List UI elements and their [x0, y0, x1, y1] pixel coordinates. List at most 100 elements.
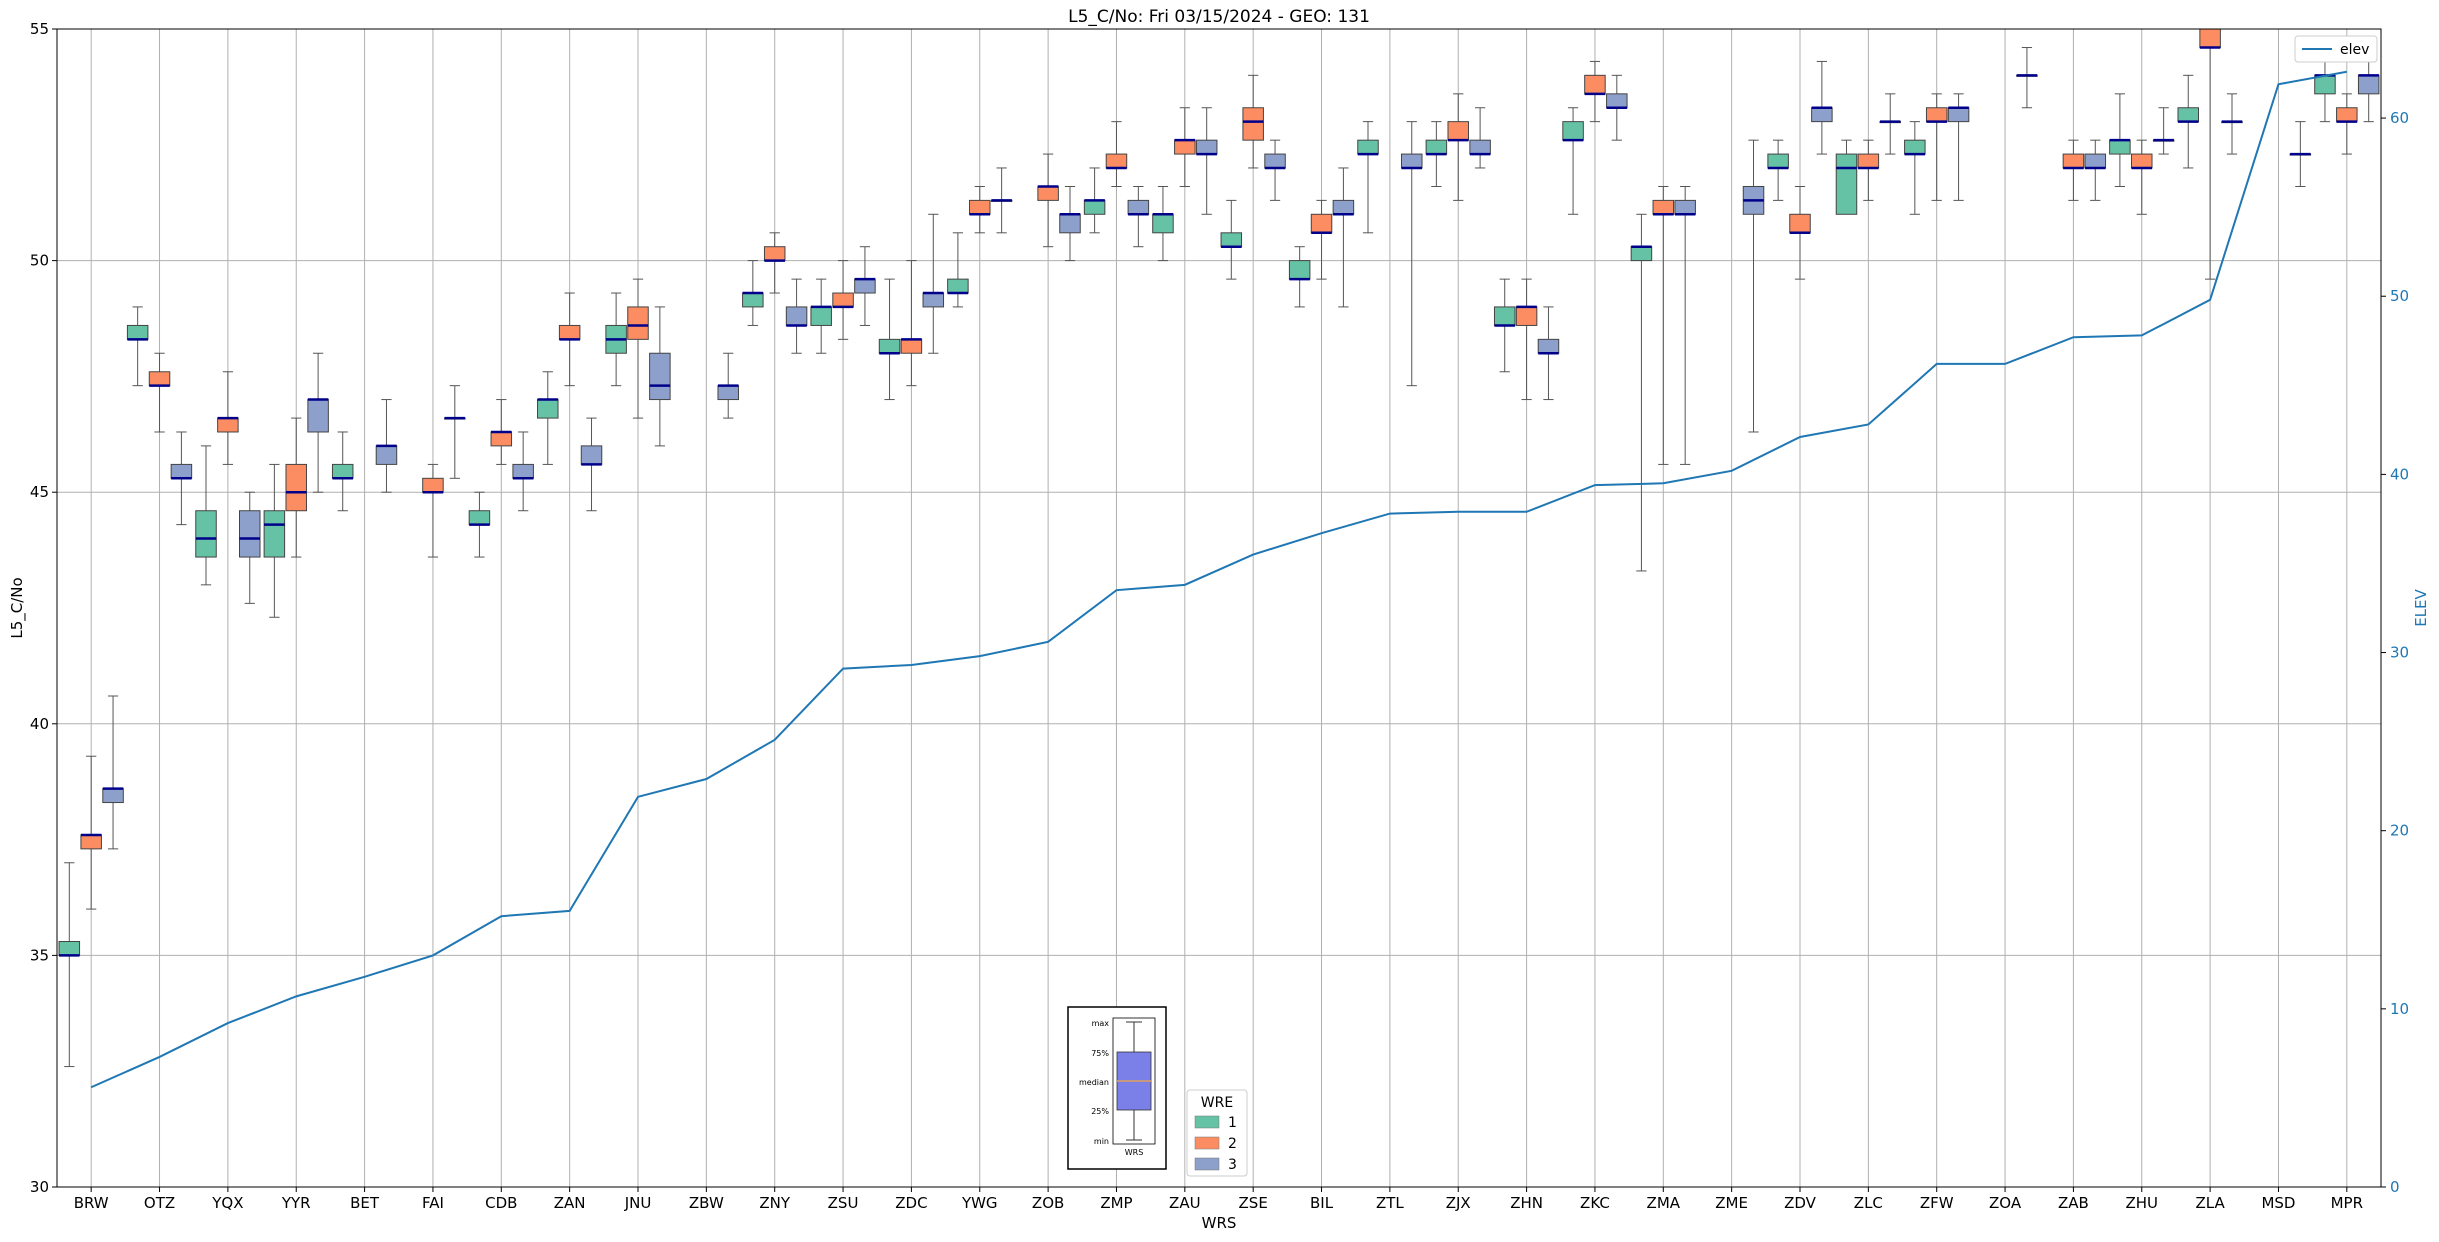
box-iqr	[1105, 153, 1128, 169]
y-right-tick-label: 20	[2390, 822, 2409, 840]
box-iqr	[1220, 232, 1243, 248]
box-wre-3-ZLA	[2221, 93, 2243, 155]
box-wre-3-ZDC	[922, 213, 945, 354]
box-wre-3-BIL	[1332, 167, 1355, 308]
x-tick-label: ZLA	[2195, 1194, 2225, 1212]
x-tick-label: MPR	[2331, 1194, 2363, 1212]
box-iqr	[1037, 185, 1059, 201]
grid-lines	[57, 28, 2381, 1188]
box-wre-3-ZKC	[1606, 74, 1628, 141]
box-iqr	[1630, 246, 1653, 262]
wre-legend-swatch	[1194, 1115, 1220, 1129]
box-wre-3-ZMP	[1127, 185, 1150, 248]
elev-legend: elev	[2294, 35, 2378, 63]
wre-legend-swatch	[1194, 1136, 1220, 1150]
box-iqr	[2177, 107, 2199, 123]
y-tick-label: 55	[30, 20, 49, 38]
box-iqr	[1127, 199, 1150, 215]
box-wre-2-ZHN	[1515, 278, 1538, 401]
box-wre-2-MPR	[2336, 93, 2358, 155]
inset-label: 25%	[1091, 1107, 1109, 1116]
box-iqr	[2336, 107, 2358, 123]
y-tick-label: 35	[30, 946, 49, 964]
box-wre-2-ZOB	[1037, 153, 1059, 248]
x-tick-label: JNU	[624, 1194, 652, 1212]
box-iqr	[763, 246, 786, 262]
chart-title: L5_C/No: Fri 03/15/2024 - GEO: 131	[1068, 7, 1370, 27]
box-wre-1-YWG	[947, 232, 969, 308]
box-wre-1-ZSU	[810, 278, 832, 354]
box-wre-1-ZHN	[1493, 278, 1516, 373]
y-right-tick-label: 50	[2390, 287, 2409, 305]
box-iqr	[1264, 153, 1286, 169]
box-iqr	[878, 338, 901, 354]
box-iqr	[1947, 107, 1970, 123]
x-tick-label: ZBW	[689, 1194, 724, 1212]
box-wre-3-ZNY	[785, 278, 808, 354]
wre-legend: WRE 1 2 3	[1186, 1089, 1248, 1177]
box-wre-1-ZFW	[1904, 121, 1926, 215]
box-iqr	[1242, 107, 1264, 141]
box-wre-2-YWG	[969, 185, 991, 234]
box-wre-3-ZFW	[1947, 93, 1970, 201]
box-iqr	[468, 510, 491, 526]
box-iqr	[1904, 139, 1926, 155]
box-iqr	[80, 834, 102, 850]
box-iqr	[810, 306, 832, 326]
box-wre-2-BIL	[1310, 199, 1333, 280]
box-iqr	[1925, 107, 1948, 123]
x-tick-label: ZAB	[2058, 1194, 2089, 1212]
box-wre-3-CDB	[512, 431, 534, 512]
x-tick-label: BIL	[1310, 1194, 1334, 1212]
box-iqr	[1493, 306, 1516, 326]
x-tick-label: BRW	[74, 1194, 109, 1212]
box-iqr	[900, 338, 923, 354]
box-iqr	[627, 306, 649, 340]
box-iqr	[331, 463, 354, 479]
wre-legend-title: WRE	[1201, 1095, 1233, 1111]
box-iqr	[2131, 153, 2153, 169]
box-wre-3-ZHN	[1537, 306, 1560, 401]
box-wre-1-ZLA	[2177, 74, 2199, 169]
box-iqr	[1152, 213, 1174, 234]
box-wre-1-ZAU	[1152, 185, 1174, 262]
box-iqr	[1357, 139, 1379, 155]
box-wre-1-ZMP	[1083, 167, 1106, 234]
box-wre-1-ZDV	[1767, 139, 1789, 201]
inset-label: min	[1094, 1137, 1109, 1146]
y-right-tick-label: 30	[2390, 644, 2409, 662]
box-wre-3-BRW	[102, 695, 124, 850]
box-wre-2-ZLA	[2199, 28, 2221, 280]
box-iqr	[375, 445, 398, 465]
box-wre-2-ZNY	[763, 232, 786, 294]
x-tick-label: ZFW	[1920, 1194, 1954, 1212]
box-iqr	[1584, 74, 1606, 95]
box-iqr	[1447, 121, 1469, 141]
y-right-tick-label: 10	[2390, 1000, 2409, 1018]
x-tick-label: ZAN	[554, 1194, 586, 1212]
box-wre-3-ZOB	[1059, 185, 1081, 262]
box-wre-1-ZLC	[1835, 139, 1858, 215]
x-tick-label: ZOB	[1032, 1194, 1064, 1212]
box-iqr	[1652, 199, 1675, 215]
box-wre-3-YQX	[239, 491, 261, 604]
x-tick-label: ZDC	[895, 1194, 927, 1212]
box-iqr	[239, 510, 261, 558]
y-tick-label: 40	[30, 715, 49, 733]
box-iqr	[1083, 199, 1106, 215]
box-iqr	[832, 292, 854, 308]
box-iqr	[1835, 153, 1858, 215]
box-iqr	[126, 324, 149, 340]
box-wre-2-ZAU	[1174, 107, 1196, 187]
box-iqr	[1195, 139, 1218, 155]
wre-legend-label: 3	[1228, 1157, 1237, 1173]
box-wre-3-FAI	[444, 385, 466, 479]
box-wre-1-YYR	[263, 463, 286, 618]
box-wre-1-ZKC	[1562, 107, 1584, 215]
plot-frame	[56, 28, 2382, 1188]
x-tick-label: YWG	[961, 1194, 998, 1212]
x-axis-title: WRS	[1202, 1214, 1237, 1232]
x-tick-label: ZSU	[828, 1194, 859, 1212]
box-wre-2-ZMP	[1105, 121, 1128, 187]
y-tick-label: 30	[30, 1178, 49, 1196]
